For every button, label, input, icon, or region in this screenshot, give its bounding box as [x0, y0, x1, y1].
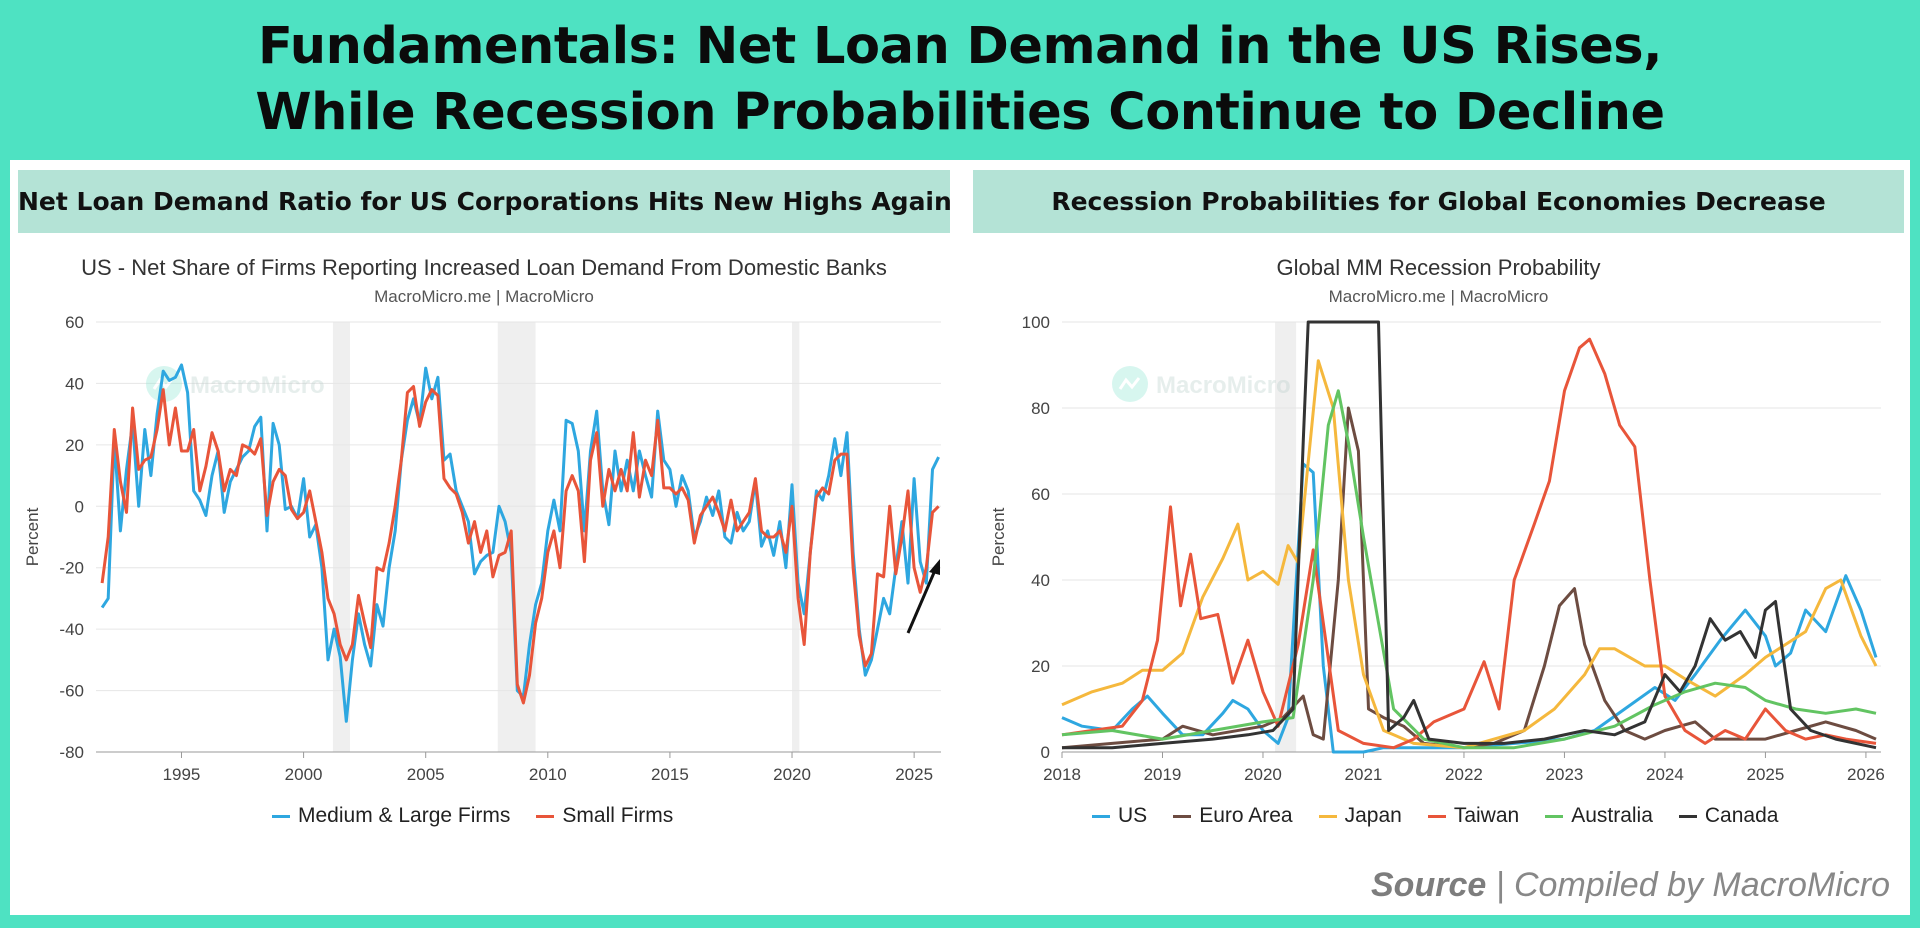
y-axis-label: Percent — [23, 507, 42, 566]
legend-label: Euro Area — [1199, 804, 1293, 827]
page-title-line-2: While Recession Probabilities Continue t… — [255, 83, 1665, 142]
x-tick-label: 2025 — [895, 765, 933, 784]
source-text: Compiled by MacroMicro — [1514, 866, 1890, 904]
x-tick-label: 2024 — [1646, 765, 1684, 784]
legend-label: US — [1118, 804, 1148, 827]
legend-swatch — [272, 814, 290, 818]
legend-item[interactable]: Australia — [1545, 804, 1653, 828]
right-chart-subtitle: MacroMicro.me | MacroMicro — [1328, 287, 1549, 306]
y-tick-label: 0 — [1041, 743, 1050, 762]
content-panel — [10, 160, 1910, 915]
x-tick-label: 2005 — [407, 765, 445, 784]
legend-swatch — [1427, 814, 1446, 818]
x-tick-label: 2020 — [773, 765, 811, 784]
y-tick-label: -60 — [59, 682, 84, 701]
recession-shade — [332, 322, 350, 752]
x-tick-label: 2000 — [285, 765, 323, 784]
left-chart-subtitle: MacroMicro.me | MacroMicro — [374, 287, 594, 306]
y-tick-label: 100 — [1022, 313, 1050, 332]
legend-label: Japan — [1344, 804, 1402, 827]
watermark-logo-icon — [146, 366, 182, 402]
legend-label: Australia — [1571, 804, 1653, 827]
legend-item[interactable]: Euro Area — [1173, 804, 1293, 828]
x-tick-label: 2021 — [1345, 765, 1383, 784]
watermark: MacroMicro — [146, 366, 325, 402]
source-label: Source — [1371, 866, 1487, 904]
x-tick-label: 2026 — [1847, 765, 1885, 784]
left-section-header: Net Loan Demand Ratio for US Corporation… — [18, 170, 950, 233]
series-line-australia — [1061, 389, 1877, 750]
right-chart-title: Global MM Recession Probability — [1276, 255, 1601, 280]
legend-swatch — [1678, 814, 1697, 818]
y-tick-label: 40 — [65, 374, 84, 393]
y-tick-label: -20 — [59, 559, 84, 578]
page-title-line-1: Fundamentals: Net Loan Demand in the US … — [257, 17, 1663, 76]
legend-item[interactable]: Medium & Large Firms — [272, 804, 510, 828]
x-tick-label: 2015 — [651, 765, 689, 784]
right-chart-legend: US Euro Area Japan Taiwan Australia Canada — [1092, 804, 1778, 828]
recession-probability-chart: 100 80 60 40 20 0 2018 2019 2020 2021 2022 2023 2024… — [989, 313, 1885, 784]
x-tick-label: 2019 — [1144, 765, 1182, 784]
y-tick-label: 60 — [1031, 485, 1050, 504]
legend-item[interactable]: Taiwan — [1427, 804, 1520, 828]
legend-item[interactable]: Japan — [1318, 804, 1402, 828]
arrowhead-icon — [929, 559, 940, 575]
legend-swatch — [536, 814, 555, 818]
legend-swatch — [1545, 814, 1564, 818]
x-tick-label: 2020 — [1244, 765, 1282, 784]
legend-swatch — [1318, 814, 1337, 818]
loan-demand-chart: 60 40 20 0 -20 -40 -60 -80 1995 2000 2005 2010 2015 2… — [23, 313, 941, 784]
watermark-mark — [1118, 377, 1141, 390]
series-line-japan — [1061, 359, 1878, 750]
y-tick-label: 80 — [1031, 399, 1050, 418]
y-tick-label: 20 — [1031, 657, 1050, 676]
y-tick-label: 0 — [75, 497, 84, 516]
series-line-canada — [1062, 320, 1877, 750]
watermark-text: MacroMicro — [190, 372, 325, 399]
series-line-taiwan — [1061, 337, 1877, 750]
legend-swatch — [1173, 814, 1192, 818]
x-tick-label: 2025 — [1747, 765, 1785, 784]
legend-item[interactable]: US — [1092, 804, 1147, 828]
source-note: Source | Compiled by MacroMicro — [1371, 866, 1890, 905]
left-chart-legend: Medium & Large Firms Small Firms — [272, 804, 673, 828]
page-title: Fundamentals: Net Loan Demand in the US … — [0, 14, 1920, 146]
x-tick-label: 2010 — [529, 765, 567, 784]
x-tick-label: 2018 — [1043, 765, 1081, 784]
recession-shade — [1275, 322, 1297, 752]
y-tick-label: 20 — [65, 436, 84, 455]
y-tick-label: 60 — [65, 313, 84, 332]
x-tick-label: 2023 — [1546, 765, 1584, 784]
right-section-header: Recession Probabilities for Global Econo… — [973, 170, 1904, 233]
y-tick-label: 40 — [1031, 571, 1050, 590]
legend-swatch — [1092, 814, 1110, 818]
legend-label: Taiwan — [1453, 804, 1520, 827]
annotation-arrow — [906, 559, 940, 634]
watermark: MacroMicro — [1112, 366, 1291, 402]
y-axis-label: Percent — [989, 507, 1008, 566]
legend-label: Small Firms — [562, 804, 674, 827]
watermark-logo-icon — [1112, 366, 1148, 402]
left-chart-title: US - Net Share of Firms Reporting Increa… — [81, 255, 887, 280]
x-tick-label: 2022 — [1445, 765, 1483, 784]
legend-label: Medium & Large Firms — [298, 804, 511, 827]
series-line-small-firms — [100, 385, 940, 705]
y-tick-label: -40 — [59, 620, 84, 639]
source-separator: | — [1486, 866, 1514, 904]
watermark-mark — [152, 377, 175, 390]
legend-label: Canada — [1704, 804, 1779, 827]
x-tick-label: 1995 — [163, 765, 201, 784]
watermark-text: MacroMicro — [1156, 372, 1291, 399]
legend-item[interactable]: Canada — [1678, 804, 1779, 828]
series-line-us — [1061, 462, 1878, 754]
legend-item[interactable]: Small Firms — [536, 804, 673, 828]
y-tick-label: -80 — [59, 743, 84, 762]
